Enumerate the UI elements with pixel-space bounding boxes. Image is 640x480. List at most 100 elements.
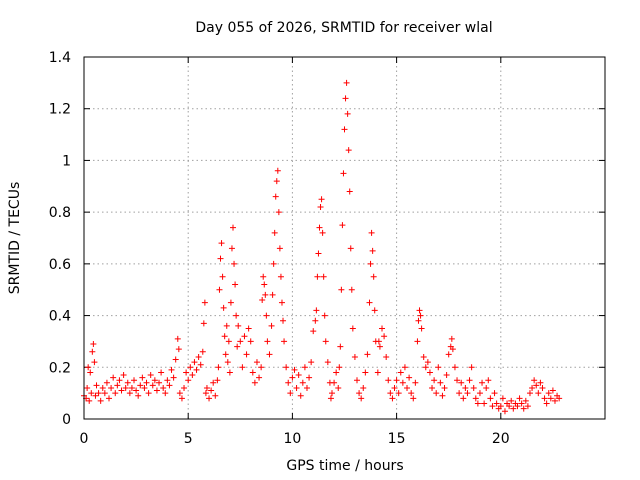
x-tick-label: 15 — [388, 431, 406, 447]
data-point — [476, 390, 483, 397]
data-point — [208, 387, 215, 394]
data-point — [97, 397, 104, 404]
data-point — [313, 307, 320, 314]
data-point — [87, 369, 94, 376]
data-point — [369, 247, 376, 254]
grid-lines — [84, 57, 605, 419]
data-point — [324, 359, 331, 366]
data-point — [435, 364, 442, 371]
data-point — [493, 400, 500, 407]
y-tick-label: 1 — [62, 153, 71, 169]
data-point — [508, 397, 515, 404]
data-point — [220, 304, 227, 311]
data-point — [256, 374, 263, 381]
data-point — [271, 229, 278, 236]
data-point — [101, 390, 108, 397]
data-point — [303, 384, 310, 391]
data-point — [533, 382, 540, 389]
data-point — [258, 364, 265, 371]
data-point — [89, 348, 96, 355]
data-point — [470, 384, 477, 391]
data-point — [233, 312, 240, 319]
data-point — [281, 338, 288, 345]
data-point — [227, 299, 234, 306]
data-point — [366, 299, 373, 306]
data-point — [231, 260, 238, 267]
data-point — [84, 384, 91, 391]
data-point — [464, 390, 471, 397]
data-point — [260, 273, 267, 280]
data-point — [280, 317, 287, 324]
data-point — [529, 384, 536, 391]
data-point — [451, 364, 458, 371]
data-point — [225, 338, 232, 345]
data-point — [449, 346, 456, 353]
data-point — [315, 250, 322, 257]
data-point — [328, 390, 335, 397]
data-point — [364, 351, 371, 358]
data-point — [174, 335, 181, 342]
data-point — [472, 395, 479, 402]
data-point — [212, 392, 219, 399]
data-point — [481, 400, 488, 407]
data-point — [368, 229, 375, 236]
data-point — [327, 395, 334, 402]
data-point — [269, 291, 276, 298]
data-point — [410, 395, 417, 402]
data-point — [491, 390, 498, 397]
data-point — [301, 364, 308, 371]
data-point — [319, 229, 326, 236]
x-tick-label: 0 — [80, 431, 89, 447]
data-point — [312, 317, 319, 324]
data-point — [485, 377, 492, 384]
data-point — [262, 291, 269, 298]
data-point — [295, 372, 302, 379]
data-point — [322, 338, 329, 345]
data-point — [187, 364, 194, 371]
data-point — [354, 377, 361, 384]
data-point — [195, 353, 202, 360]
data-point — [483, 384, 490, 391]
data-point — [499, 395, 506, 402]
data-point — [285, 379, 292, 386]
data-point — [351, 353, 358, 360]
data-point — [278, 299, 285, 306]
data-point — [90, 341, 97, 348]
data-point — [235, 322, 242, 329]
y-tick-label: 0.8 — [49, 205, 71, 221]
data-point — [234, 343, 241, 350]
data-point — [178, 395, 185, 402]
data-point — [223, 322, 230, 329]
data-point — [416, 307, 423, 314]
data-point — [112, 390, 119, 397]
data-point — [86, 397, 93, 404]
data-point — [537, 379, 544, 386]
data-point — [253, 359, 260, 366]
data-point — [321, 312, 328, 319]
data-point — [545, 390, 552, 397]
data-point — [397, 369, 404, 376]
data-point — [518, 400, 525, 407]
data-point — [344, 110, 351, 117]
y-tick-label: 0.2 — [49, 360, 71, 376]
data-point — [293, 384, 300, 391]
data-point — [531, 377, 538, 384]
x-tick-label: 20 — [492, 431, 510, 447]
data-point — [399, 379, 406, 386]
data-point — [133, 387, 140, 394]
data-point — [556, 395, 563, 402]
data-point — [263, 312, 270, 319]
data-point — [95, 390, 102, 397]
data-point — [422, 364, 429, 371]
data-point — [166, 382, 173, 389]
data-point — [379, 325, 386, 332]
data-point — [429, 384, 436, 391]
data-point — [424, 359, 431, 366]
data-point — [374, 369, 381, 376]
data-point — [226, 369, 233, 376]
data-point — [408, 390, 415, 397]
data-point — [147, 372, 154, 379]
data-point — [214, 377, 221, 384]
data-point — [189, 372, 196, 379]
data-point — [356, 390, 363, 397]
